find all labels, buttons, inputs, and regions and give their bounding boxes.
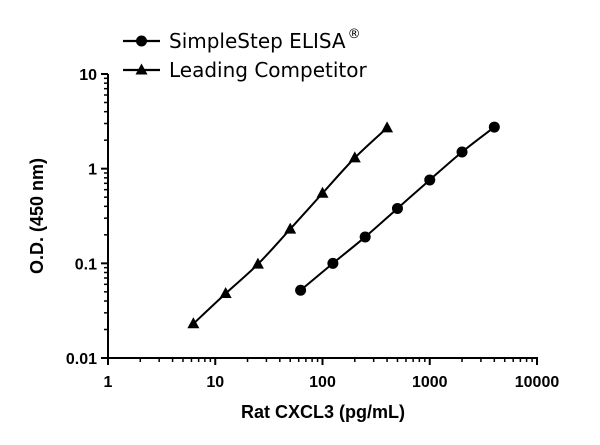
y-tick-label: 0.01 [66,351,97,368]
data-point-circle [359,231,371,243]
y-tick-label: 10 [79,67,97,84]
legend-label-simplestep-text: SimpleStep ELISA [169,29,346,53]
data-point-triangle [251,257,264,269]
y-tick-label: 0.1 [75,256,97,273]
data-point-triangle [316,186,329,198]
x-tick-label: 10000 [515,374,560,391]
data-point-circle [391,202,403,214]
y-axis-label: O.D. (450 nm) [27,158,47,274]
data-point-circle [327,257,339,269]
y-ticks: 0.01 0.1 1 10 [66,67,108,368]
data-point-circle [424,174,436,186]
legend-label-simplestep: SimpleStep ELISA ® [169,27,361,53]
x-tick-label: 1000 [412,374,448,391]
x-tick-label: 10 [206,374,224,391]
axes: 1 10 100 1000 10000 0.01 0.1 1 10 [66,67,559,391]
data-point-circle [295,284,307,296]
data-point-circle [488,121,500,133]
data-point-triangle [284,222,297,234]
legend-marker-circle [136,35,147,47]
legend-item-simplestep: SimpleStep ELISA ® [123,27,361,53]
legend-label-simplestep-sup: ® [348,27,361,42]
x-ticks: 1 10 100 1000 10000 [104,358,560,391]
x-tick-label: 100 [309,374,336,391]
plot-series [187,121,500,329]
legend-item-competitor: Leading Competitor [123,58,367,82]
data-point-triangle [348,151,361,163]
data-point-triangle [219,287,232,299]
series-simplestep [295,121,500,296]
legend-marker-triangle [135,63,148,75]
x-tick-label: 1 [104,374,113,391]
legend: SimpleStep ELISA ® Leading Competitor [123,27,367,82]
legend-label-competitor: Leading Competitor [169,58,367,82]
x-axis-label: Rat CXCL3 (pg/mL) [241,402,405,422]
data-point-triangle [381,121,394,133]
y-tick-label: 1 [88,162,97,179]
series-competitor [187,121,394,329]
data-point-circle [456,146,468,158]
data-point-triangle [187,317,200,329]
